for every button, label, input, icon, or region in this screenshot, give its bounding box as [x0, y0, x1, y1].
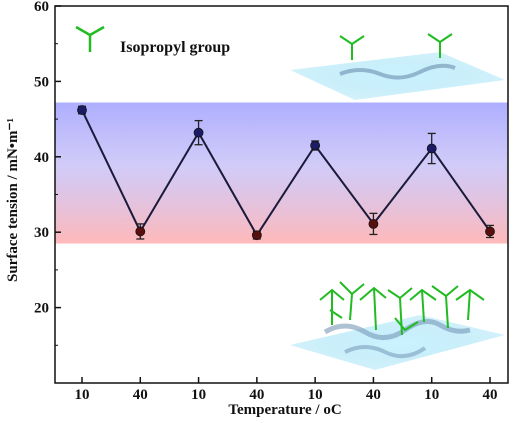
y-tick-label: 20	[34, 301, 49, 317]
surface-tension-band	[55, 102, 508, 244]
y-axis-ticks: 20 30 40 50 60	[34, 0, 61, 346]
data-point	[368, 219, 379, 229]
y-tick-label: 30	[34, 225, 49, 241]
flat-surface-illustration	[290, 33, 505, 100]
data-point	[135, 226, 146, 237]
isopropyl-icon	[75, 25, 105, 52]
x-tick-label: 10	[75, 387, 90, 403]
x-tick-label: 40	[366, 387, 381, 403]
data-point	[485, 226, 495, 237]
x-tick-label: 40	[249, 387, 264, 403]
data-point	[251, 230, 262, 241]
data-point	[77, 105, 87, 115]
y-tick-label: 50	[34, 74, 49, 90]
data-point	[426, 143, 437, 154]
series-surface-tension	[77, 105, 495, 241]
legend-label: Isopropyl group	[120, 39, 230, 56]
x-tick-label: 10	[308, 387, 323, 403]
x-tick-label: 10	[424, 387, 439, 403]
brush-surface-illustration	[290, 281, 505, 370]
y-tick-label: 40	[34, 150, 49, 166]
x-axis-title: Temperature / oC	[228, 402, 341, 418]
x-tick-label: 10	[191, 387, 206, 403]
series-line	[81, 109, 491, 238]
x-axis-ticks: 10 40 10 40 10 40 10 40	[75, 377, 498, 403]
x-tick-label: 40	[483, 387, 498, 403]
x-tick-label: 40	[133, 387, 148, 403]
data-point	[193, 127, 204, 138]
data-point	[310, 140, 321, 151]
legend: Isopropyl group	[75, 25, 230, 56]
y-axis-title: Surface tension / mN•m⁻¹	[5, 118, 21, 282]
y-tick-label: 60	[34, 0, 49, 15]
